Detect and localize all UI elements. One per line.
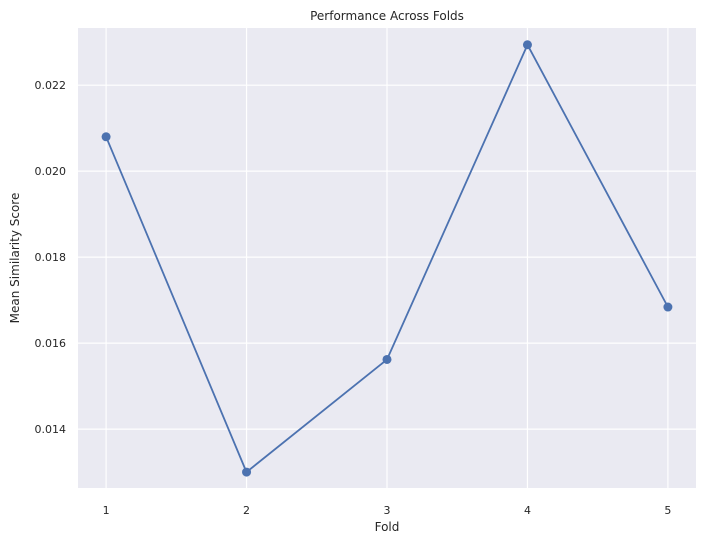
x-tick-label: 3 — [384, 504, 391, 517]
data-point — [522, 40, 532, 50]
x-tick-label: 4 — [524, 504, 531, 517]
y-tick-label: 0.018 — [35, 251, 67, 264]
x-gridlines — [105, 28, 669, 488]
y-axis-label: Mean Similarity Score — [8, 193, 22, 324]
x-axis-label: Fold — [375, 520, 400, 534]
data-point — [242, 467, 252, 477]
y-tick-labels: 0.014 0.016 0.018 0.020 0.022 — [35, 79, 67, 436]
x-tick-label: 2 — [243, 504, 250, 517]
data-point — [663, 302, 673, 312]
x-tick-labels: 1 2 3 4 5 — [103, 504, 672, 517]
y-tick-label: 0.022 — [35, 79, 67, 92]
x-tick-label: 1 — [103, 504, 110, 517]
x-tick-label: 5 — [664, 504, 671, 517]
y-tick-label: 0.014 — [35, 423, 67, 436]
y-tick-label: 0.016 — [35, 337, 67, 350]
y-tick-label: 0.020 — [35, 165, 67, 178]
series-points — [101, 40, 673, 477]
data-point — [382, 354, 392, 364]
data-point — [101, 132, 111, 142]
chart-title: Performance Across Folds — [310, 9, 464, 23]
